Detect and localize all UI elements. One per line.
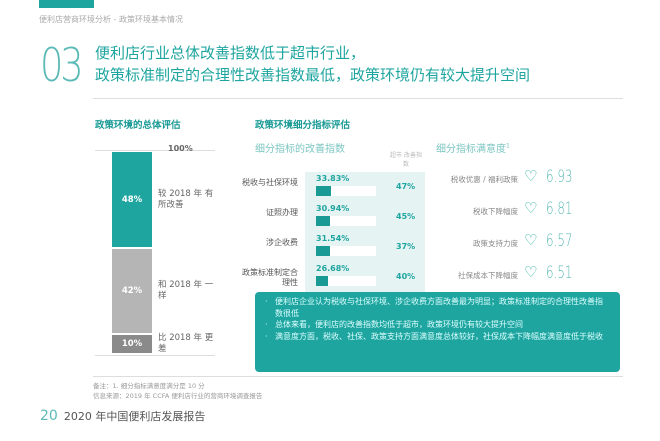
satisfaction-label: 税收下降幅度: [473, 207, 518, 216]
satisfaction-subheading: 细分指标满意度1: [436, 142, 510, 155]
satisfaction-score: 6.57: [546, 231, 573, 251]
indicator-label: 税收与社保环境: [242, 178, 298, 187]
source-note: 信息来源：2019 年 CCFA 便利店行业的营商环境调查报告: [93, 392, 263, 400]
summary-box: 便利店企业认为税收与社保环境、涉企收费方面改善最为明显；政策标准制定的合理性改善…: [255, 292, 620, 372]
indicator-label: 政策标准制定合理性: [242, 268, 298, 287]
improve-value: 30.94%: [316, 204, 350, 213]
top-accent-bar: [39, 0, 94, 8]
supermarket-value: 37%: [396, 242, 416, 251]
supermarket-value: 47%: [396, 182, 416, 191]
satisfaction-label: 政策支持力度: [473, 239, 518, 248]
top-label: 100%: [168, 144, 193, 153]
page-number: 20: [40, 408, 58, 424]
improve-bar-fill: [316, 276, 328, 286]
indicator-label: 涉企收费: [266, 238, 298, 247]
overall-heading: 政策环境的总体评估: [95, 120, 181, 131]
footer: 20 2020 年中国便利店发展报告: [40, 408, 205, 424]
heart-icon: ♡: [524, 263, 538, 281]
supermarket-value: 45%: [396, 212, 416, 221]
segment-label: 和 2018 年 一样: [158, 280, 214, 302]
stack-segment: 10%: [112, 334, 152, 353]
improve-value: 33.83%: [316, 174, 350, 183]
segment-label: 较 2018 年 有所改善: [158, 188, 214, 210]
stack-segment: 42%: [112, 249, 152, 333]
stack-segment: 48%: [112, 152, 152, 248]
indicator-label: 证照办理: [266, 208, 298, 217]
axis-top: [95, 150, 215, 151]
note: 备注：1. 细分指标满意度满分是 10 分: [93, 382, 205, 390]
improve-subheading: 细分指标的改善指数: [255, 144, 345, 155]
heart-icon: ♡: [524, 199, 538, 217]
improve-value: 26.68%: [316, 264, 350, 273]
improve-bar-fill: [316, 216, 330, 226]
improve-bar: [316, 186, 376, 196]
satisfaction-score: 6.93: [546, 167, 573, 187]
heart-icon: ♡: [524, 231, 538, 249]
summary-item: 满意度方面，税收、社保、政策支持方面满意度总体较好，社保成本下降幅度满意度低于税…: [265, 331, 610, 343]
improve-bar: [316, 216, 376, 226]
axis-bottom: [95, 355, 215, 356]
breadcrumb: 便利店营商环境分析 - 政策环境基本情况: [39, 15, 183, 24]
detail-heading: 政策环境细分指标评估: [255, 120, 351, 131]
page-title: 便利店行业总体改善指数低于超市行业， 政策标准制定的合理性改善指数最低，政策环境仍…: [95, 44, 531, 84]
improve-value: 31.54%: [316, 234, 350, 243]
supermarket-value: 40%: [396, 272, 416, 281]
section-number: 03: [40, 38, 84, 92]
heart-icon: ♡: [524, 167, 538, 185]
improve-bar-fill: [316, 246, 330, 256]
summary-item: 便利店企业认为税收与社保环境、涉企收费方面改善最为明显；政策标准制定的合理性改善…: [265, 296, 610, 319]
improve-bar: [316, 276, 376, 286]
satisfaction-score: 6.51: [546, 263, 573, 283]
satisfaction-label: 社保成本下降幅度: [458, 271, 518, 280]
col-header: 超市 改善指数: [390, 152, 422, 168]
report-title: 2020 年中国便利店发展报告: [63, 410, 206, 423]
segment-label: 比 2018 年 更差: [158, 332, 214, 354]
summary-item: 总体来看，便利店的改善指数均低于超市，政策环境仍有较大提升空间: [265, 319, 610, 331]
divider: [93, 376, 623, 377]
satisfaction-label: 税收优惠 / 福利政策: [450, 175, 518, 184]
improve-bar: [316, 246, 376, 256]
improve-bar-fill: [316, 186, 331, 196]
satisfaction-score: 6.81: [546, 199, 573, 219]
divider: [93, 98, 623, 99]
